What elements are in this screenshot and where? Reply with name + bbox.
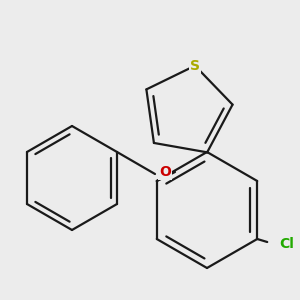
Text: O: O [159,165,171,179]
Text: S: S [190,59,200,73]
Text: Cl: Cl [279,237,294,251]
